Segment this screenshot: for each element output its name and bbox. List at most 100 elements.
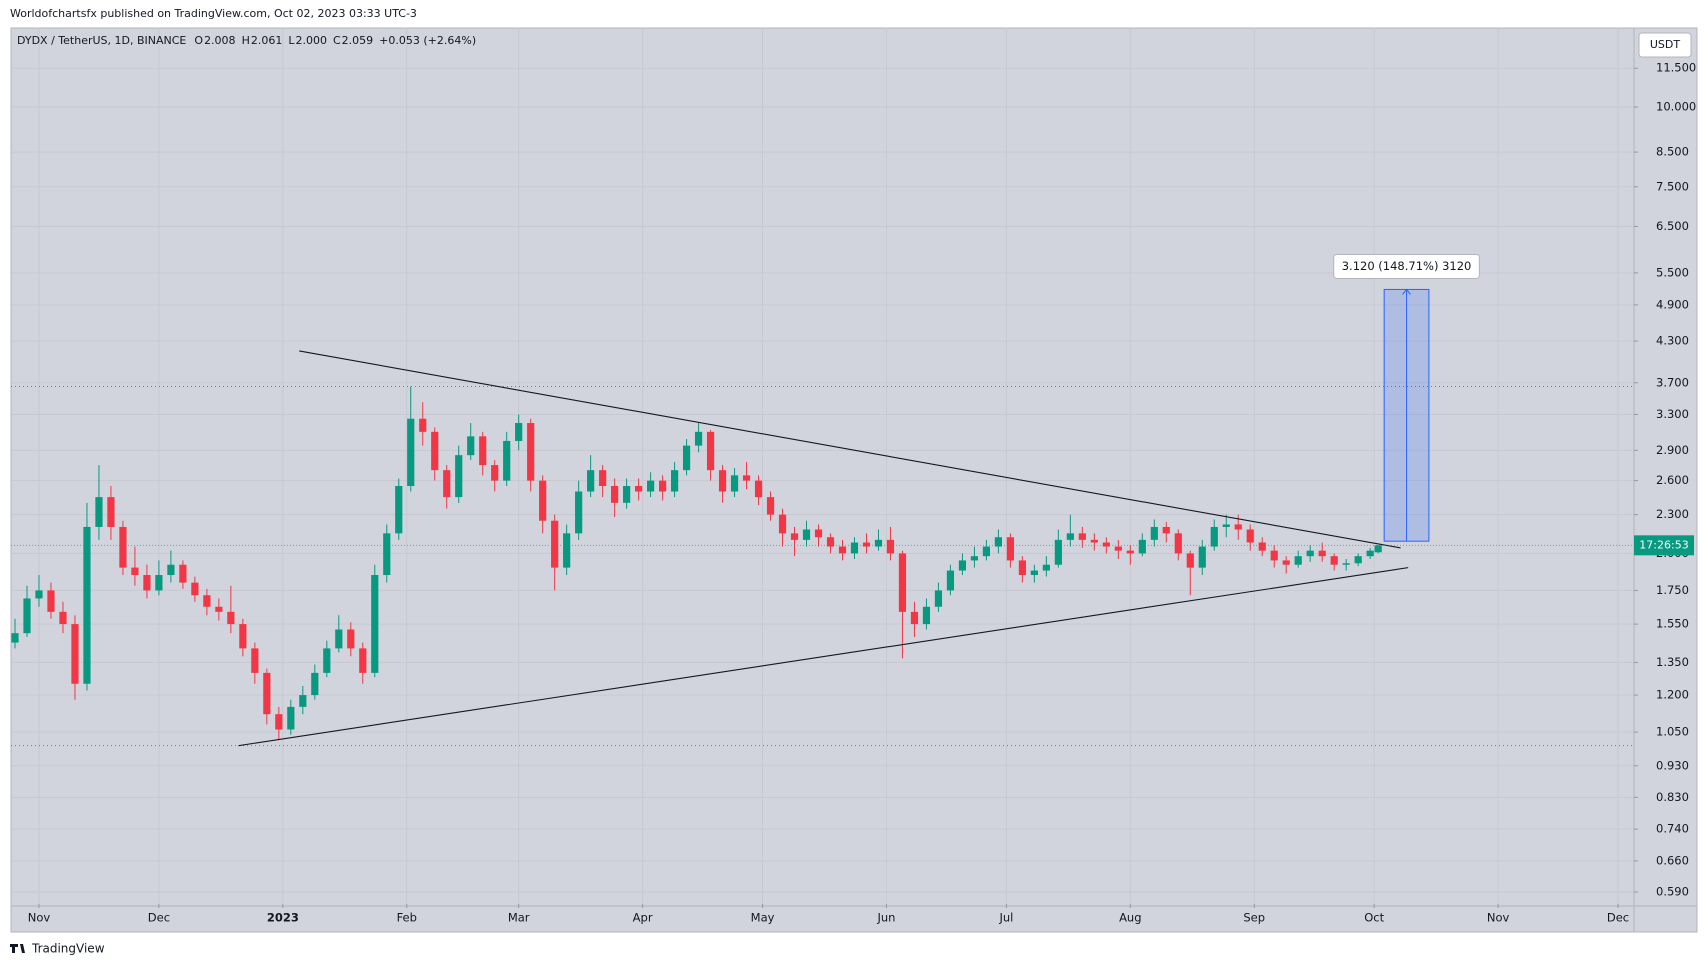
candle-body: [287, 706, 295, 730]
candle-body: [131, 567, 139, 576]
ohlc-value: 2.008: [204, 34, 236, 47]
x-tick-label: Nov: [28, 911, 51, 925]
x-tick-label: Feb: [397, 911, 417, 925]
candle-body: [1018, 560, 1026, 576]
candle-body: [83, 526, 91, 684]
y-tick-label: 7.500: [1656, 179, 1689, 193]
candle-body: [179, 564, 187, 583]
candle-body: [670, 470, 679, 492]
ohlc-value: 2.061: [251, 34, 283, 47]
candle-body: [742, 475, 751, 481]
y-tick-label: 3.700: [1656, 375, 1689, 389]
ohlc-value: 2.059: [342, 34, 374, 47]
candle-body: [479, 436, 487, 466]
candle-body: [970, 556, 979, 561]
candle-body: [1042, 564, 1050, 571]
y-tick-label: 1.050: [1656, 725, 1689, 739]
candle-body: [1174, 533, 1182, 554]
candle-body: [551, 520, 559, 568]
candle-body: [35, 590, 43, 599]
candle-body: [994, 537, 1002, 547]
grid: [11, 28, 1634, 904]
candle-body: [59, 611, 67, 625]
x-tick-label: Nov: [1487, 911, 1510, 925]
candle-body: [563, 533, 571, 568]
x-tick-label: Oct: [1364, 911, 1384, 925]
candle-body: [1294, 556, 1302, 565]
candle-body: [1186, 553, 1194, 568]
candle-body: [790, 533, 799, 540]
ohlc-key: C: [333, 34, 341, 47]
candle-body: [23, 598, 31, 634]
candle-body: [311, 672, 319, 696]
candle-body: [706, 431, 715, 471]
candle-body: [1354, 556, 1362, 564]
y-tick-label: 1.350: [1656, 655, 1689, 669]
footer-text: TradingView: [31, 942, 105, 956]
candle-body: [575, 491, 583, 534]
trendline[interactable]: [299, 350, 1401, 549]
candle-body: [1102, 542, 1110, 547]
candle-body: [1066, 533, 1074, 540]
candle-body: [1374, 545, 1382, 553]
candle-body: [155, 575, 163, 591]
y-tick-label: 5.500: [1656, 265, 1689, 279]
candle-body: [778, 514, 787, 534]
measure-label: 3.120 (148.71%) 3120: [1342, 259, 1472, 273]
axes: 11.500 10.000 8.500 7.500 6.500 5.500 4.900 4.3…: [28, 61, 1696, 925]
candle-body: [647, 480, 655, 492]
candle-body: [718, 470, 727, 492]
trendline[interactable]: [238, 567, 1409, 747]
y-tick-label: 1.550: [1656, 617, 1689, 631]
candle-body: [659, 480, 667, 492]
candle-body: [635, 486, 643, 492]
candle-body: [263, 672, 271, 715]
price-marker: [1634, 535, 1694, 556]
candle-body: [407, 418, 415, 487]
candle-body: [850, 542, 859, 554]
candle-body: [1114, 546, 1122, 551]
publisher-line: Worldofchartsfx published on TradingView…: [10, 7, 417, 20]
x-tick-label: Dec: [148, 911, 170, 925]
y-tick-label: 2.300: [1656, 507, 1689, 521]
x-tick-label: 2023: [267, 911, 299, 925]
candle-body: [539, 480, 547, 521]
candle-body: [1246, 529, 1254, 543]
candle-body: [215, 606, 223, 612]
candle-body: [946, 570, 955, 591]
candle-body: [1090, 539, 1098, 543]
candle-body: [1198, 546, 1206, 568]
candle-body: [766, 497, 775, 515]
measure-arrowhead: [1402, 288, 1411, 295]
candle-body: [443, 470, 451, 498]
candle-body: [611, 486, 619, 503]
candle-body: [239, 624, 247, 649]
candle-body: [395, 486, 403, 534]
candle-body: [682, 445, 691, 471]
x-tick-label: Jul: [998, 911, 1013, 925]
y-tick-label: 0.590: [1656, 884, 1689, 898]
candle-body: [371, 575, 379, 673]
y-tick-label: 3.300: [1656, 407, 1689, 421]
ohlc-change: +0.053 (+2.64%): [379, 34, 476, 47]
candle-body: [503, 440, 511, 481]
candle-body: [107, 497, 115, 527]
candle-body: [874, 539, 883, 547]
y-tick-label: 2.900: [1656, 443, 1689, 457]
candle-body: [527, 423, 535, 481]
candle-body: [491, 465, 499, 481]
currency-button[interactable]: [1638, 32, 1692, 58]
measure-label-box: [1333, 253, 1480, 279]
candle-body: [934, 590, 943, 607]
symbol-legend: DYDX / TetherUS, 1D, BINANCE O 2.008 H 2.06…: [17, 34, 476, 47]
candle-body: [802, 529, 811, 540]
candle-body: [1222, 524, 1230, 527]
candle-body: [1318, 550, 1326, 557]
candle-body: [515, 423, 523, 441]
candle-body: [886, 539, 895, 554]
y-tick-label: 4.900: [1656, 297, 1689, 311]
candle-body: [910, 611, 919, 625]
candle-body: [730, 475, 739, 492]
candle-body: [11, 633, 19, 643]
